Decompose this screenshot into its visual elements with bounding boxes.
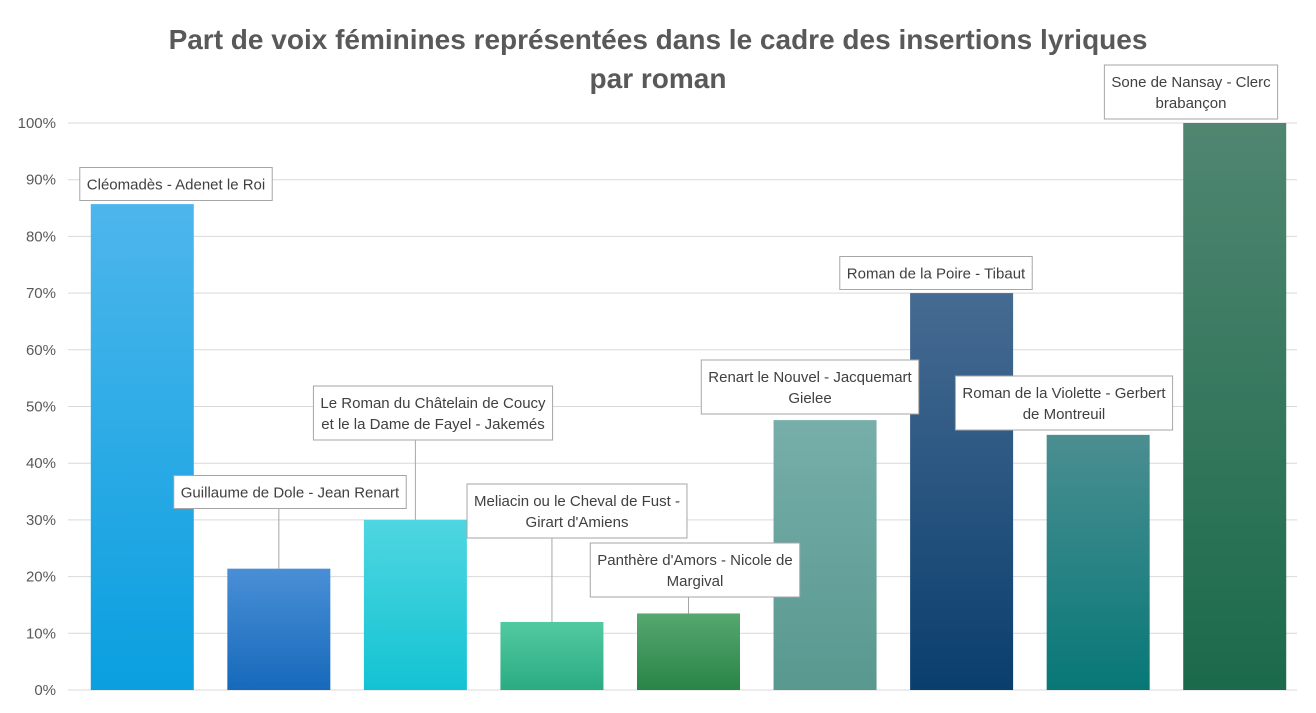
data-label: brabançon xyxy=(1156,95,1227,112)
data-label: de Montreuil xyxy=(1023,406,1106,423)
y-tick-label: 80% xyxy=(26,228,56,245)
chart-title-line-1: Part de voix féminines représentées dans… xyxy=(168,24,1148,55)
bar xyxy=(1046,434,1150,690)
chart-title: Part de voix féminines représentées dans… xyxy=(130,20,1186,98)
bar xyxy=(637,613,740,690)
bar xyxy=(1183,123,1287,690)
bar xyxy=(227,568,331,690)
data-label: Cléomadès - Adenet le Roi xyxy=(87,177,265,194)
data-label-box xyxy=(954,375,1174,431)
data-label: Margival xyxy=(667,573,724,590)
y-tick-label: 20% xyxy=(26,569,56,586)
data-label: Roman de la Poire - Tibaut xyxy=(847,266,1026,283)
data-label-box xyxy=(312,385,554,441)
data-label-box xyxy=(1103,64,1279,120)
y-tick-label: 90% xyxy=(26,172,56,189)
chart-title-line-2: par roman xyxy=(589,63,727,94)
data-label: Roman de la Violette - Gerbert xyxy=(962,385,1166,402)
y-tick-label: 10% xyxy=(26,625,56,642)
y-tick-label: 50% xyxy=(26,399,56,416)
data-label: Gielee xyxy=(788,390,831,407)
data-label-box xyxy=(173,475,407,509)
data-label: et le la Dame de Fayel - Jakemés xyxy=(321,416,544,433)
data-label: Le Roman du Châtelain de Coucy xyxy=(320,395,546,412)
data-label-box xyxy=(466,483,688,539)
y-tick-label: 60% xyxy=(26,342,56,359)
bar xyxy=(90,204,194,690)
data-label-box xyxy=(589,542,801,598)
y-tick-label: 30% xyxy=(26,512,56,529)
data-label: Girart d'Amiens xyxy=(526,514,629,531)
bar xyxy=(910,293,1014,690)
data-label-box xyxy=(79,167,273,201)
bar xyxy=(500,621,604,690)
data-label-box xyxy=(839,256,1033,290)
y-tick-label: 0% xyxy=(34,682,56,699)
data-label: Panthère d'Amors - Nicole de xyxy=(597,552,792,569)
data-label: Renart le Nouvel - Jacquemart xyxy=(708,369,912,386)
data-label-box xyxy=(700,359,920,415)
y-tick-label: 70% xyxy=(26,285,56,302)
y-tick-label: 100% xyxy=(18,115,56,132)
bar xyxy=(363,519,467,690)
data-label: Sone de Nansay - Clerc xyxy=(1111,74,1271,91)
data-label: Meliacin ou le Cheval de Fust - xyxy=(474,493,680,510)
y-tick-label: 40% xyxy=(26,455,56,472)
data-label: Guillaume de Dole - Jean Renart xyxy=(181,485,400,502)
